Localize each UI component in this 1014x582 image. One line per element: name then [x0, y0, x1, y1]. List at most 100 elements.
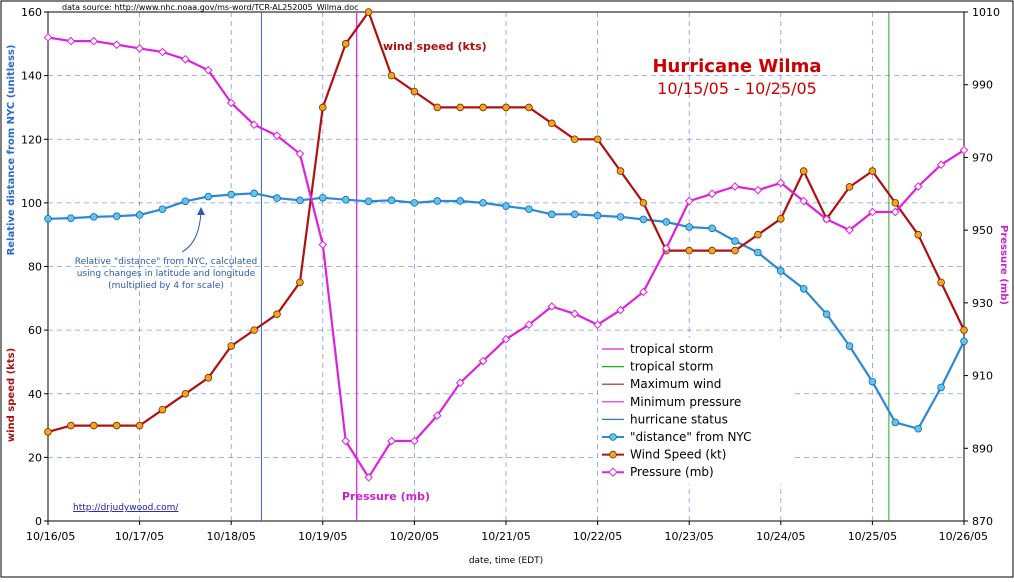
x-tick-label: 10/21/05	[481, 530, 530, 543]
data-point-distance	[593, 211, 602, 220]
data-point-distance	[456, 197, 465, 205]
data-point-wind	[685, 246, 693, 255]
y-tick-label-left: 60	[28, 324, 42, 337]
data-point-distance	[273, 194, 281, 202]
data-point-wind	[891, 199, 900, 207]
data-point-wind	[479, 103, 487, 112]
x-tick-label: 10/16/05	[26, 530, 75, 543]
data-point-distance	[822, 310, 831, 319]
data-point-distance	[296, 196, 304, 205]
y-axis-title-left-bottom: wind speed (kts)	[6, 348, 17, 442]
distance-note-line: Relative "distance" from NYC, calculated	[75, 257, 257, 267]
x-tick-label: 10/23/05	[664, 530, 713, 543]
distance-note: Relative "distance" from NYC, calculated…	[75, 207, 257, 291]
data-point-pressure	[181, 54, 190, 64]
y-tick-label-left: 20	[28, 451, 42, 464]
data-point-wind	[204, 374, 213, 382]
data-point-pressure	[616, 305, 625, 315]
data-point-wind	[914, 230, 922, 239]
chart-subtitle: 10/15/05 - 10/25/05	[657, 79, 817, 98]
data-point-distance	[502, 202, 510, 210]
data-point-distance	[44, 214, 52, 223]
data-point-wind	[135, 421, 144, 430]
data-point-distance	[960, 337, 968, 346]
distance-note-line: (multiplied by 4 for scale)	[108, 281, 224, 291]
data-point-pressure	[913, 182, 923, 191]
data-point-wind	[616, 167, 625, 175]
y-tick-label-left: 100	[21, 197, 42, 210]
data-point-wind	[341, 40, 350, 48]
data-point-wind	[547, 119, 556, 128]
data-point-wind	[593, 135, 602, 144]
y-tick-label-left: 80	[28, 261, 42, 274]
legend-swatch-marker	[609, 433, 617, 441]
data-point-pressure	[249, 120, 259, 130]
url-label[interactable]: http://drjudywood.com/	[73, 503, 179, 513]
data-point-wind	[639, 199, 648, 207]
legend-box	[598, 338, 793, 484]
y-tick-label-right: 950	[972, 224, 993, 237]
legend-label: tropical storm	[630, 360, 713, 374]
data-point-distance	[387, 196, 396, 205]
data-point-distance	[90, 213, 98, 221]
legend-swatch-marker	[608, 467, 618, 477]
y-tick-label-left: 120	[21, 133, 42, 146]
data-point-pressure	[478, 356, 488, 366]
data-point-pressure	[639, 287, 648, 297]
data-point-distance	[479, 199, 487, 207]
distance-note-arrowhead	[197, 207, 205, 215]
x-axis-title: date, time (EDT)	[469, 556, 543, 566]
data-point-pressure	[753, 185, 763, 195]
data-point-pressure	[890, 207, 900, 217]
vertical-markers	[260, 12, 890, 521]
y-tick-label-left: 160	[21, 6, 42, 19]
y-axis-title-right: Pressure (mb)	[998, 225, 1009, 305]
x-tick-label: 10/20/05	[390, 530, 439, 543]
data-point-pressure	[432, 411, 442, 420]
series-group	[44, 8, 968, 436]
data-point-pressure	[730, 182, 740, 191]
data-point-distance	[364, 197, 373, 206]
data-point-pressure	[524, 320, 534, 329]
data-point-wind	[410, 87, 419, 96]
data-point-pressure	[158, 47, 167, 57]
data-point-distance	[731, 237, 739, 245]
data-point-pressure	[318, 240, 328, 249]
data-point-pressure	[112, 40, 122, 50]
series-group	[43, 33, 969, 482]
data-point-pressure	[661, 244, 671, 253]
legend-label: tropical storm	[630, 342, 713, 356]
data-point-distance	[433, 197, 442, 205]
data-point-pressure	[593, 320, 602, 329]
data-point-pressure	[295, 149, 305, 159]
y-tick-label-left: 40	[28, 388, 42, 401]
data-point-distance	[227, 190, 236, 199]
data-point-distance	[250, 189, 258, 198]
data-point-wind	[318, 103, 327, 112]
data-point-distance	[708, 224, 716, 233]
wind-speed-annotation: wind speed (kts)	[383, 40, 487, 53]
data-point-distance	[868, 377, 877, 386]
distance-note-line: using changes in latitude and longitude	[77, 269, 256, 279]
data-point-wind	[799, 167, 808, 175]
data-point-wind	[937, 278, 945, 287]
data-point-pressure	[868, 207, 877, 217]
data-point-wind	[90, 421, 98, 430]
data-point-pressure	[799, 196, 809, 206]
data-point-distance	[525, 205, 533, 214]
data-point-distance	[845, 342, 854, 350]
y-tick-label-right: 970	[972, 151, 993, 164]
data-point-distance	[776, 267, 785, 275]
y-tick-label-right: 910	[972, 370, 993, 383]
series-group	[44, 189, 968, 433]
axes-layer: 0 20 40 60 80 100 120 140 160 870 890 910 930 950 970 9…	[21, 6, 1000, 543]
data-point-pressure	[547, 302, 557, 311]
data-point-wind	[845, 183, 854, 191]
legend-label: hurricane status	[630, 412, 728, 426]
data-point-wind	[250, 326, 258, 334]
data-point-pressure	[845, 225, 854, 235]
y-tick-label-right: 930	[972, 297, 993, 310]
legend-label: Wind Speed (kt)	[630, 448, 726, 462]
data-point-distance	[318, 193, 327, 202]
